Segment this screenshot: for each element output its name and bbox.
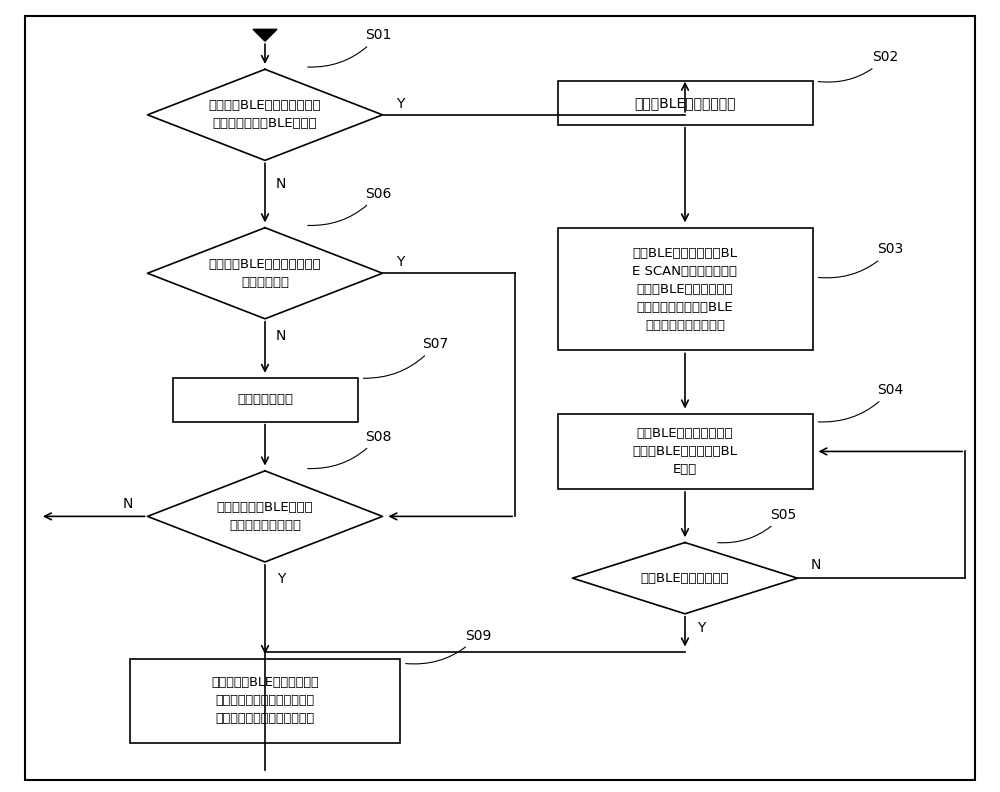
- Text: 判断其他蓝牙BLE从设备
是否有数据广播出来: 判断其他蓝牙BLE从设备 是否有数据广播出来: [217, 501, 313, 532]
- Text: 判断BLE通信是否完成: 判断BLE通信是否完成: [641, 572, 729, 584]
- FancyBboxPatch shape: [173, 379, 358, 421]
- Polygon shape: [148, 70, 382, 161]
- Polygon shape: [572, 543, 798, 614]
- Text: S02: S02: [818, 51, 899, 82]
- Text: N: N: [810, 558, 821, 573]
- Text: S05: S05: [718, 508, 796, 543]
- Text: S03: S03: [818, 242, 904, 278]
- Text: S07: S07: [363, 337, 449, 379]
- Text: S08: S08: [308, 430, 391, 469]
- Text: 切换到BLE主从设备模式: 切换到BLE主从设备模式: [634, 96, 736, 110]
- FancyBboxPatch shape: [558, 413, 813, 489]
- Text: 切换到监听模式: 切换到监听模式: [237, 394, 293, 406]
- Text: 对监听到的BLE广播包进行过
滤、筛选、分类和汇总后，等
待上位机或物联网云平台查询: 对监听到的BLE广播包进行过 滤、筛选、分类和汇总后，等 待上位机或物联网云平台…: [211, 676, 319, 725]
- Text: S06: S06: [308, 187, 391, 226]
- Text: S04: S04: [818, 383, 904, 422]
- Polygon shape: [148, 470, 382, 562]
- Text: Y: Y: [277, 573, 285, 586]
- FancyBboxPatch shape: [558, 228, 813, 351]
- Text: 蓝牙BLE通信装置与找到
的蓝牙BLE从设备进行BL
E通信: 蓝牙BLE通信装置与找到 的蓝牙BLE从设备进行BL E通信: [633, 427, 738, 476]
- FancyBboxPatch shape: [25, 16, 975, 780]
- Text: S01: S01: [308, 29, 391, 67]
- Polygon shape: [148, 228, 382, 318]
- Text: Y: Y: [396, 255, 405, 269]
- Text: Y: Y: [697, 621, 705, 635]
- Text: 判断蓝牙BLE通信装置是否有
数据下发给蓝牙BLE从设备: 判断蓝牙BLE通信装置是否有 数据下发给蓝牙BLE从设备: [209, 99, 321, 131]
- Text: N: N: [276, 177, 286, 191]
- Text: N: N: [122, 497, 133, 511]
- Text: 判断蓝牙BLE通信装置是否工
作在监听模式: 判断蓝牙BLE通信装置是否工 作在监听模式: [209, 257, 321, 289]
- Text: S09: S09: [406, 629, 491, 664]
- Text: Y: Y: [396, 97, 405, 111]
- FancyBboxPatch shape: [558, 82, 813, 125]
- Text: N: N: [276, 329, 286, 343]
- Polygon shape: [253, 29, 277, 41]
- FancyBboxPatch shape: [130, 659, 400, 743]
- Text: 蓝牙BLE通信装置发送BL
E SCAN广播包扫描周边
的蓝牙BLE从设备，找到
需要下发数据的蓝牙BLE
从设备并与其建立连接: 蓝牙BLE通信装置发送BL E SCAN广播包扫描周边 的蓝牙BLE从设备，找到…: [633, 246, 738, 332]
